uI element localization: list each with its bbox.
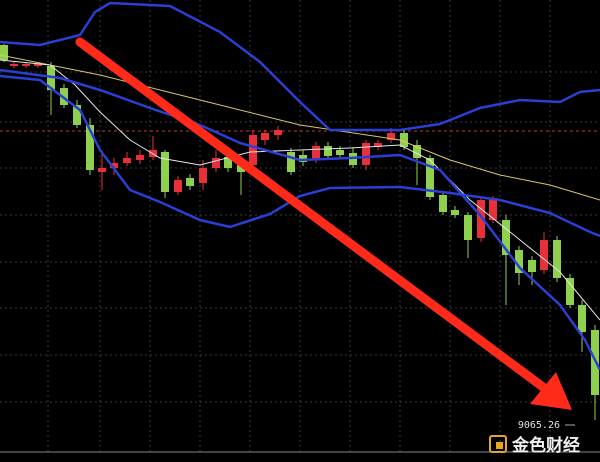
- candle-body: [413, 145, 421, 158]
- grid: [0, 0, 600, 452]
- candle-body: [249, 135, 257, 165]
- candle: [136, 150, 144, 164]
- candle-body: [110, 163, 118, 168]
- candle-body: [136, 155, 144, 160]
- bollinger-lower: [0, 74, 600, 238]
- candle-body: [502, 220, 510, 255]
- candle-body: [477, 200, 485, 238]
- bollinger-middle: [0, 68, 600, 371]
- arrow-head: [530, 372, 572, 410]
- watermark-text: 金色财经: [511, 435, 580, 456]
- moving-average-white: [0, 59, 600, 321]
- candle-body: [34, 64, 42, 66]
- candle-body: [10, 64, 18, 66]
- candle-body: [186, 178, 194, 186]
- arrow-shaft: [75, 37, 560, 401]
- candle-body: [237, 165, 245, 172]
- candle: [502, 215, 510, 305]
- candle: [540, 232, 548, 274]
- candle: [362, 140, 370, 170]
- candle: [464, 212, 472, 258]
- watermark: 金色财经: [489, 435, 580, 456]
- candle: [299, 150, 307, 166]
- candle-body: [387, 133, 395, 140]
- candle: [110, 158, 118, 175]
- candle: [578, 300, 586, 352]
- candle-body: [324, 146, 332, 156]
- candle: [477, 196, 485, 242]
- candle: [249, 130, 257, 170]
- candle: [553, 236, 561, 282]
- price-label: 9065.26: [518, 420, 560, 431]
- candle: [199, 160, 207, 190]
- candle: [261, 130, 269, 145]
- candle: [426, 155, 434, 200]
- candle-body: [426, 158, 434, 197]
- candle-body: [0, 45, 8, 60]
- candle-body: [22, 64, 30, 66]
- watermark-icon: [489, 435, 507, 453]
- watermark-icon-inner: [496, 442, 503, 449]
- candle-body: [336, 150, 344, 155]
- candle-body: [489, 198, 497, 220]
- candle-body: [123, 158, 131, 163]
- candle-body: [261, 133, 269, 140]
- candle: [274, 126, 282, 140]
- candle: [174, 176, 182, 195]
- candle-body: [312, 146, 320, 160]
- candle-body: [528, 260, 536, 272]
- candle: [123, 152, 131, 166]
- candle-body: [553, 240, 561, 278]
- candle-body: [374, 143, 382, 147]
- candle-body: [161, 152, 169, 192]
- candle-body: [287, 152, 295, 172]
- candle-body: [274, 130, 282, 135]
- candle: [324, 142, 332, 160]
- candle: [439, 192, 447, 215]
- candle-body: [515, 250, 523, 273]
- candle-body: [439, 195, 447, 212]
- candle-body: [299, 155, 307, 162]
- candle: [186, 174, 194, 190]
- candle-body: [362, 143, 370, 165]
- candle-body: [174, 180, 182, 192]
- candle-body: [98, 168, 106, 172]
- candle-body: [540, 240, 548, 270]
- candle-body: [400, 133, 408, 147]
- candle: [10, 62, 18, 68]
- candle: [287, 148, 295, 175]
- candle-body: [464, 215, 472, 240]
- candle: [0, 44, 8, 62]
- candle-body: [224, 157, 232, 168]
- candle: [566, 274, 574, 308]
- candle-body: [451, 210, 459, 215]
- candle: [161, 150, 169, 198]
- candle-body: [73, 105, 81, 125]
- candle: [374, 140, 382, 150]
- candle-body: [212, 158, 220, 168]
- candle: [98, 150, 106, 190]
- candle-body: [86, 125, 94, 170]
- candle-body: [578, 305, 586, 332]
- candle-body: [199, 168, 207, 183]
- bollinger-upper: [0, 1, 600, 132]
- candle-body: [566, 278, 574, 305]
- candle: [451, 206, 459, 218]
- candle: [73, 100, 81, 128]
